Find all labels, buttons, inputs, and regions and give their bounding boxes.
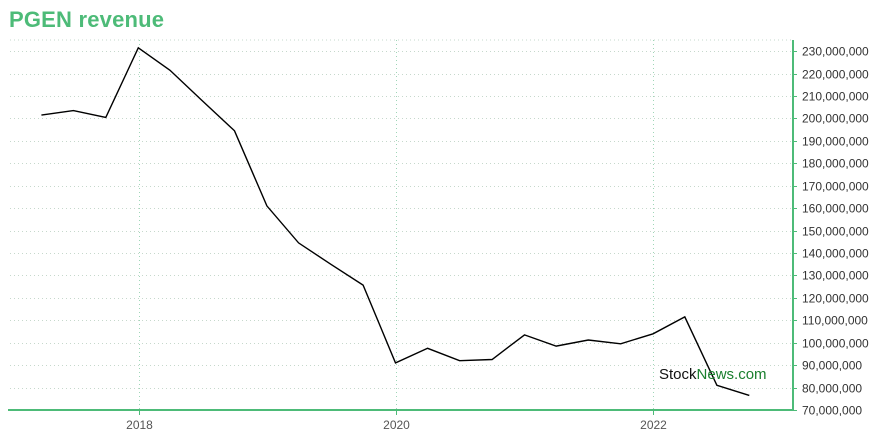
y-tick-label: 160,000,000 [802, 202, 869, 216]
y-tick-label: 80,000,000 [802, 382, 862, 396]
gridlines [10, 39, 793, 410]
y-tick-label: 130,000,000 [802, 269, 869, 283]
watermark-com: .com [734, 366, 767, 383]
x-tick-label: 2022 [640, 418, 667, 432]
watermark-news: News [697, 366, 735, 383]
y-tick-label: 230,000,000 [802, 45, 869, 59]
y-tick-label: 180,000,000 [802, 157, 869, 171]
y-tick-label: 120,000,000 [802, 292, 869, 306]
x-tick-label: 2020 [383, 418, 410, 432]
y-tick-label: 170,000,000 [802, 180, 869, 194]
watermark-stock: Stock [659, 366, 697, 383]
y-tick-label: 200,000,000 [802, 112, 869, 126]
y-axis-ticks: 70,000,000 80,000,000 90,000,000 100,000,00… [793, 45, 869, 418]
y-tick-label: 100,000,000 [802, 337, 869, 351]
watermark: StockNews.com [659, 366, 767, 383]
series-layer [41, 46, 750, 397]
y-tick-label: 150,000,000 [802, 225, 869, 239]
y-tick-label: 140,000,000 [802, 247, 869, 261]
y-tick-label: 90,000,000 [802, 359, 862, 373]
revenue-line [41, 46, 750, 397]
y-tick-label: 220,000,000 [802, 68, 869, 82]
y-tick-label: 110,000,000 [802, 314, 868, 328]
y-tick-label: 190,000,000 [802, 135, 869, 149]
y-tick-label: 210,000,000 [802, 90, 869, 104]
x-axis-ticks: 2018 2020 2022 [126, 410, 667, 432]
chart-title: PGEN revenue [9, 7, 165, 32]
x-tick-label: 2018 [126, 418, 153, 432]
svg-text:StockNews.com: StockNews.com [659, 366, 767, 383]
y-tick-label: 70,000,000 [802, 404, 862, 418]
axes [8, 40, 794, 411]
